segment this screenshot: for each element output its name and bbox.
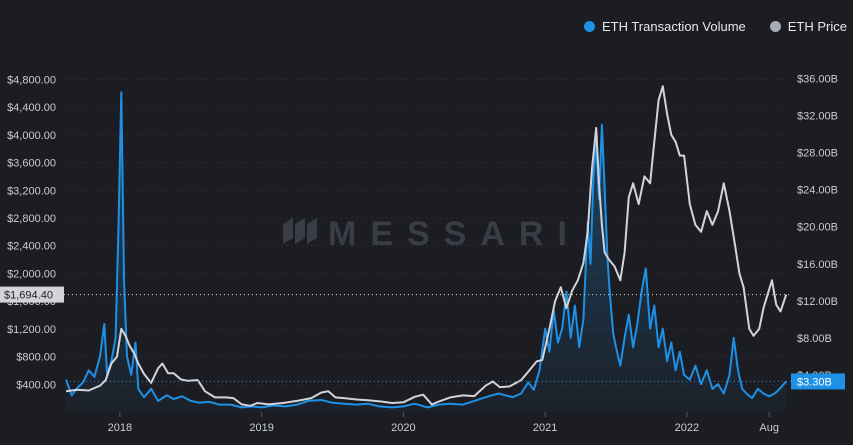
left-axis: $400.00$800.00$1,200.00$1,600.00$2,000.0… [7, 74, 56, 391]
volume-current-value: $3.30B [797, 376, 832, 388]
left-tick-label: $2,400.00 [7, 241, 56, 253]
left-tick-label: $2,000.00 [7, 268, 56, 280]
left-tick-label: $3,600.00 [7, 158, 56, 170]
legend-price-dot-icon [769, 20, 781, 32]
right-tick-label: $36.00B [797, 74, 838, 86]
x-axis: 2018 2019 2020 2021 2022 Aug [108, 412, 779, 434]
left-tick-label: $2,800.00 [7, 213, 56, 225]
right-tick-label: $16.00B [797, 259, 838, 271]
right-tick-label: $32.00B [797, 111, 838, 123]
legend-price-label: ETH Price [787, 18, 847, 34]
right-axis: $4.00B$8.00B$12.00B$16.00B$20.00B$24.00B… [797, 74, 838, 382]
left-tick-label: $3,200.00 [7, 185, 56, 197]
right-tick-label: $12.00B [797, 296, 838, 308]
legend-item-volume[interactable]: ETH Transaction Volume [583, 18, 746, 34]
current-value-badges: $1,694.40 $3.30B [0, 286, 845, 390]
volume-current-badge [791, 373, 845, 390]
legend-item-price[interactable]: ETH Price [769, 18, 847, 34]
price-current-badge [0, 286, 64, 303]
left-tick-label: $1,200.00 [7, 324, 56, 336]
right-tick-label: $8.00B [797, 333, 832, 345]
x-tick-label: 2022 [675, 422, 699, 434]
right-tick-label: $20.00B [797, 222, 838, 234]
left-tick-label: $4,800.00 [7, 74, 56, 86]
volume-line [65, 91, 787, 409]
left-tick-label: $4,000.00 [7, 130, 56, 142]
watermark-text: MESSARI [328, 215, 581, 253]
x-tick-label: 2018 [108, 422, 132, 434]
right-tick-label: $24.00B [797, 185, 838, 197]
chart-legend: ETH Transaction Volume ETH Price [583, 16, 847, 36]
right-tick-label: $28.00B [797, 148, 838, 160]
left-tick-label: $800.00 [16, 352, 56, 364]
price-current-value: $1,694.40 [4, 290, 53, 302]
x-tick-label: 2019 [249, 422, 273, 434]
legend-volume-label: ETH Transaction Volume [601, 18, 746, 34]
series-layer [65, 85, 788, 413]
messari-logo-icon [283, 218, 317, 244]
x-tick-label: 2021 [533, 422, 557, 434]
left-tick-label: $400.00 [16, 379, 56, 391]
left-tick-label: $4,400.00 [7, 102, 56, 114]
watermark: MESSARI [283, 215, 581, 253]
legend-volume-dot-icon [583, 20, 595, 32]
volume-area [66, 92, 787, 413]
grid-lines [66, 78, 789, 385]
x-tick-label: Aug [759, 422, 779, 434]
price-line [65, 85, 788, 407]
x-tick-label: 2020 [391, 422, 415, 434]
